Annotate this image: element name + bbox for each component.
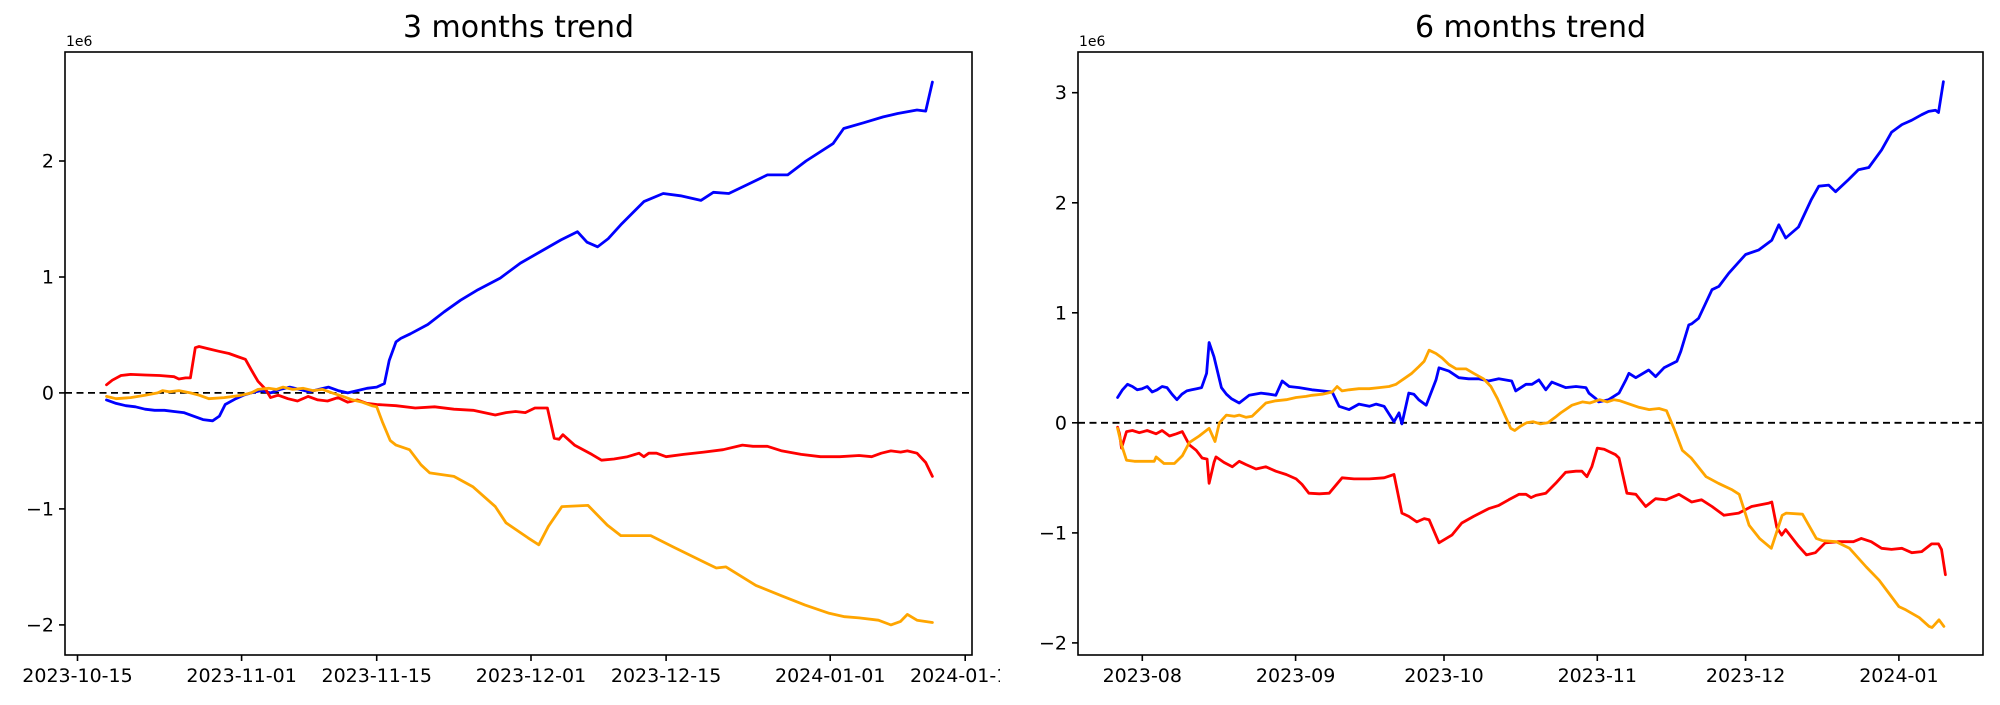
y-tick-label: −2 — [1039, 632, 1067, 654]
x-tick-label: 2023-10-15 — [22, 665, 132, 687]
x-tick-label: 2023-12-01 — [476, 665, 586, 687]
line-series-red — [1116, 425, 1947, 577]
plot-border — [1077, 51, 1984, 656]
x-tick-label: 2024-01-01 — [775, 665, 885, 687]
y-tick-label: −1 — [26, 498, 54, 520]
y-tick-label: 1 — [42, 267, 54, 289]
x-tick-label: 2023-11-15 — [321, 665, 431, 687]
x-tick-label: 2023-10 — [1404, 665, 1483, 687]
y-tick-label: 3 — [1055, 82, 1067, 104]
line-series-blue — [1116, 80, 1945, 426]
y-axis-multiplier-label: 1e6 — [66, 34, 93, 50]
y-tick-label: 2 — [42, 151, 54, 173]
x-tick-label: 2023-09 — [1256, 665, 1335, 687]
line-series-red — [105, 345, 934, 478]
x-tick-label: 2023-12-15 — [611, 665, 721, 687]
x-tick-label: 2024-01 — [1859, 665, 1938, 687]
chart-title: 3 months trend — [403, 10, 634, 45]
y-tick-label: 0 — [42, 382, 54, 404]
chart-6-months-trend: 2023-08 2023-09 2023-10 2023-11 2023-12 2024-… — [1000, 0, 2000, 700]
plot-border — [64, 51, 973, 656]
y-tick-label: −1 — [1039, 522, 1067, 544]
x-tick-label: 2024-01-15 — [910, 665, 1000, 687]
chart-canvas: 2023-08 2023-09 2023-10 2023-11 2023-12 2024-… — [1039, 10, 1984, 687]
x-tick-label: 2023-08 — [1103, 665, 1182, 687]
x-tick-label: 2023-11 — [1558, 665, 1637, 687]
line-series-blue — [105, 80, 934, 423]
y-axis-multiplier-label: 1e6 — [1079, 34, 1106, 50]
chart-canvas: 2023-10-15 2023-11-01 2023-11-15 2023-12-01… — [22, 10, 1020, 687]
chart-title: 6 months trend — [1415, 10, 1646, 45]
y-tick-label: 1 — [1055, 302, 1067, 324]
y-tick-label: 0 — [1055, 412, 1067, 434]
chart-3-months-trend: 2023-10-15 2023-11-01 2023-11-15 2023-12-01… — [0, 0, 1020, 700]
line-series-orange — [1116, 348, 1946, 629]
x-tick-label: 2023-11-01 — [186, 665, 296, 687]
line-series-orange — [105, 385, 934, 627]
y-tick-label: −2 — [26, 614, 54, 636]
y-tick-label: 2 — [1055, 192, 1067, 214]
x-tick-label: 2023-12 — [1706, 665, 1785, 687]
